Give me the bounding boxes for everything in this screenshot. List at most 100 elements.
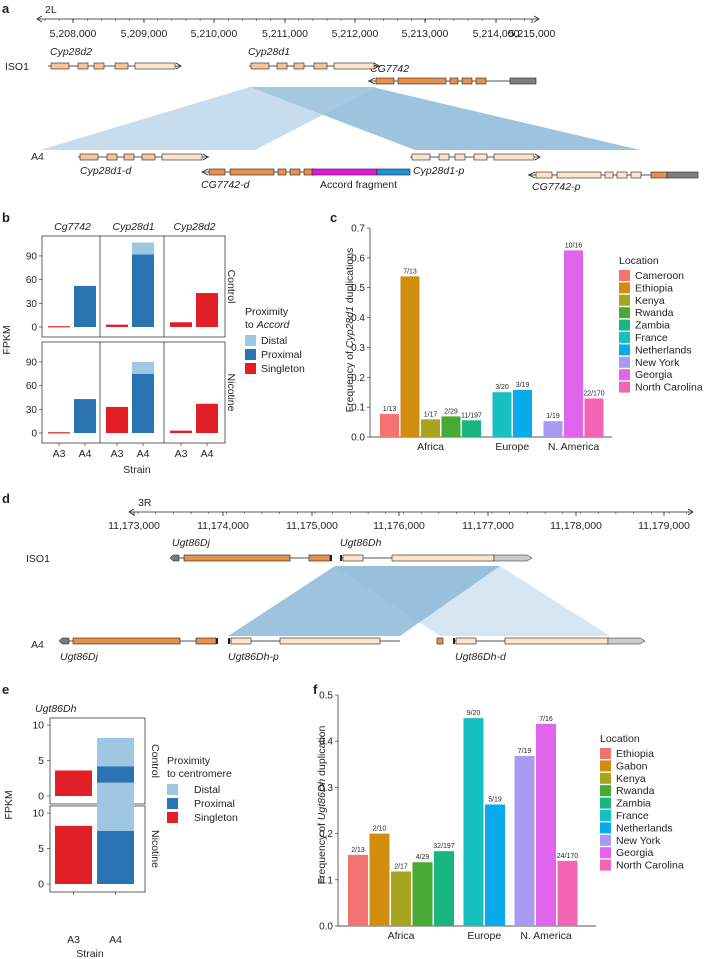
y-tick-label: 0 (31, 429, 37, 440)
condition-strip-label: Control (149, 744, 161, 778)
bar-count-label: 1/19 (546, 413, 560, 420)
strain-label-a4: A4 (31, 151, 44, 163)
y-tick-label: 0.0 (351, 433, 365, 444)
gene-model-cyp28d1 (249, 62, 380, 70)
coord-label: 5,212,000 (332, 28, 379, 40)
chart-b-fpkm: Cg7742 Cyp28d1 Cyp28d2 0 30 60 90 Control 0 30 60 9… (1, 221, 305, 476)
y-axis-label: Frequency of Cyp28d1 duplications (344, 248, 356, 413)
legend-swatch-new-york (600, 834, 611, 846)
y-tick-label: 0.1 (319, 875, 333, 886)
bar-rwanda (441, 416, 461, 437)
y-tick-label: 0.7 (351, 224, 365, 235)
bar-cg7742-a4-proximal (74, 399, 96, 433)
synteny-ribbon-proximal-d (228, 566, 500, 636)
coord-label: 5,211,000 (262, 28, 308, 40)
coord-labels-d: 11,173,000 11,174,000 11,175,000 11,176,… (108, 520, 690, 532)
legend-swatch-ethiopia (600, 748, 611, 759)
bar-count-label: 22/170 (583, 390, 605, 397)
bar-a3-singleton (55, 825, 92, 884)
coord-label: 11,173,000 (108, 520, 160, 532)
coord-label: 5,214,000 (473, 28, 520, 40)
y-tick-label: 0.0 (319, 922, 333, 933)
y-axis-label: FPKM (3, 790, 15, 819)
legend-swatch-new-york (619, 356, 630, 368)
facet-gene-title: Ugt86Dh (35, 703, 77, 715)
bar-rwanda (412, 862, 433, 926)
gene-label-ugt86dh-p: Ugt86Dh-p (228, 651, 279, 663)
bar-cyp28d2-a4-singleton (196, 293, 218, 327)
legend-swatch-proximal (245, 349, 256, 360)
gene-label-ugt86dj: Ugt86Dj (172, 537, 211, 549)
legend-swatch-north-carolina (600, 859, 611, 871)
facet-frame (41, 341, 226, 444)
axis-arrowheads-a (36, 15, 540, 23)
x-tick-label: A4 (201, 448, 214, 460)
bar-zambia (462, 420, 481, 437)
bar-cyp28d2-a3-singleton (170, 322, 192, 327)
y-tick-label: 60 (26, 275, 38, 286)
legend-label-rwanda: Rwanda (635, 307, 674, 319)
synteny-overlap (40, 87, 377, 150)
tick-marks-d (133, 512, 687, 516)
legend-label-netherlands: Netherlands (616, 822, 673, 834)
bar-count-label: 11/197 (461, 412, 482, 419)
group-label-africa: Africa (417, 441, 444, 453)
legend-label-proximal: Proximal (261, 349, 302, 361)
legend-label-zambia: Zambia (635, 320, 670, 332)
y-tick-label: 0.5 (351, 283, 365, 294)
bar-count-label: 2/10 (373, 826, 387, 833)
legend-swatch-kenya (600, 772, 611, 784)
x-tick-label: A3 (111, 448, 124, 460)
bar-count-label: 10/16 (565, 242, 583, 249)
y-tick-label: 0.1 (351, 403, 365, 414)
panel-label-b: b (2, 210, 10, 225)
y-axis-label: Frequency of Ugt86Dh duplication (316, 725, 328, 884)
coord-label: 5,209,000 (121, 28, 168, 40)
condition-strip-label: Nicotine (225, 374, 237, 412)
accord-fragment-magenta (311, 168, 378, 176)
bar-france (463, 718, 484, 926)
legend-title: to Accord (245, 319, 291, 331)
y-tick-label: 0 (38, 879, 44, 891)
legend-swatch-france (619, 332, 630, 343)
bar-cyp28d1-a4-distal (132, 242, 154, 255)
group-label-europe: Europe (495, 441, 529, 453)
y-tick-label: 10 (32, 808, 44, 820)
bar-cyp28d1-a4-proximal (132, 254, 154, 327)
bar-count-label: 24/170 (557, 853, 579, 860)
y-tick-label: 30 (26, 405, 38, 416)
bar-zambia (434, 851, 454, 926)
gene-label-cyp28d1-p: Cyp28d1-p (413, 165, 465, 177)
bar-count-label: 3/20 (495, 384, 509, 391)
coord-label: 11,176,000 (373, 520, 425, 532)
bar-cyp28d2-a4-singleton (196, 403, 218, 433)
coord-label: 11,178,000 (550, 520, 602, 532)
facet-gene-title: Cyp28d2 (173, 221, 215, 233)
tick-marks-a (44, 19, 533, 23)
facet-frame (41, 235, 226, 338)
legend-label-ethiopia: Ethiopia (635, 282, 673, 294)
synteny-ribbon-cg7742 (250, 87, 640, 150)
group-label-europe: Europe (467, 930, 501, 942)
legend-swatch-rwanda (619, 307, 630, 319)
condition-strip-label: Nicotine (149, 830, 161, 868)
bar-count-label: 2/17 (394, 863, 408, 870)
legend-swatch-rwanda (600, 785, 611, 797)
y-tick-label: 90 (26, 251, 38, 262)
y-tick-label: 30 (26, 299, 38, 310)
bar-count-label: 4/29 (416, 854, 430, 861)
axis-arrowheads-d (128, 508, 694, 516)
legend-label-netherlands: Netherlands (635, 344, 692, 356)
bar-georgia (536, 723, 556, 926)
y-tick-label: 0.3 (319, 783, 333, 794)
group-label-namerica: N. America (520, 930, 572, 942)
condition-strip-label: Control (225, 270, 237, 304)
strain-label-a4-d: A4 (31, 639, 44, 651)
chart-f-frequency: 0.0 0.1 0.2 0.3 0.4 0.5 2/13 2/10 2/17 4/2932/197… (316, 691, 684, 943)
y-axis-label: FPKM (1, 325, 13, 354)
bar-a3-singleton (55, 770, 92, 796)
panel-label-a: a (2, 1, 10, 16)
bar-a4-proximal (97, 830, 134, 884)
x-axis-label: Strain (123, 464, 151, 476)
